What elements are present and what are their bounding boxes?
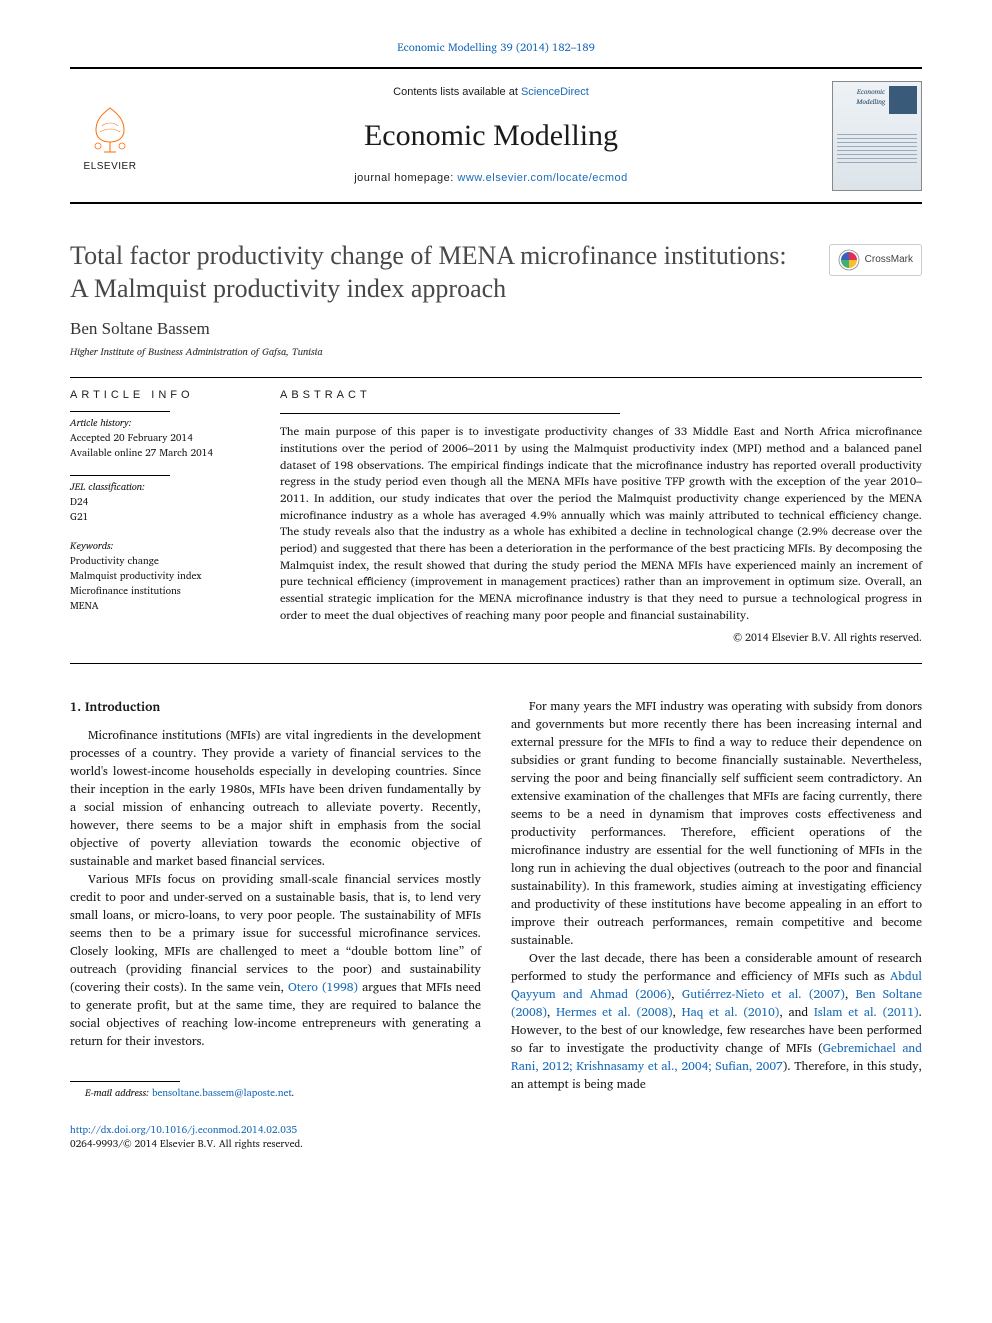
cover-title: Economic Modelling <box>837 88 885 108</box>
author-name: Ben Soltane Bassem <box>70 317 922 341</box>
crossmark-icon <box>838 249 860 271</box>
email-footnote: E-mail address: bensoltane.bassem@lapost… <box>70 1086 481 1101</box>
abstract-text: The main purpose of this paper is to inv… <box>280 424 922 624</box>
journal-cover-thumbnail: Economic Modelling <box>832 81 922 191</box>
abstract-copyright: © 2014 Elsevier B.V. All rights reserved… <box>280 630 922 645</box>
citation-link[interactable]: Hermes et al. (2008) <box>556 1003 673 1022</box>
article-body: 1. Introduction Microfinance institution… <box>70 698 922 1151</box>
homepage-prefix: journal homepage: <box>354 172 457 184</box>
keyword: Malmquist productivity index <box>70 569 258 584</box>
abstract-column: ABSTRACT The main purpose of this paper … <box>280 388 922 645</box>
history-line: Accepted 20 February 2014 <box>70 431 258 446</box>
keyword: Productivity change <box>70 554 258 569</box>
body-left-column: 1. Introduction Microfinance institution… <box>70 698 481 1151</box>
publisher-name: ELSEVIER <box>84 160 137 174</box>
journal-citation-link[interactable]: Economic Modelling 39 (2014) 182–189 <box>397 38 595 56</box>
journal-homepage-link[interactable]: www.elsevier.com/locate/ecmod <box>457 172 627 184</box>
keyword: MENA <box>70 599 258 614</box>
citation-link[interactable]: Islam et al. (2011) <box>814 1003 919 1022</box>
body-right-column: For many years the MFI industry was oper… <box>511 698 922 1151</box>
email-label: E-mail address: <box>85 1085 149 1101</box>
elsevier-logo: ELSEVIER <box>70 77 150 198</box>
contents-prefix: Contents lists available at <box>393 86 521 98</box>
body-paragraph: For many years the MFI industry was oper… <box>511 698 922 950</box>
top-citation: Economic Modelling 39 (2014) 182–189 <box>70 40 922 55</box>
contents-lists-line: Contents lists available at ScienceDirec… <box>150 85 832 100</box>
journal-homepage-line: journal homepage: www.elsevier.com/locat… <box>150 171 832 186</box>
jel-code: G21 <box>70 510 258 525</box>
elsevier-tree-icon <box>82 102 138 158</box>
citation-link[interactable]: Gutiérrez-Nieto et al. (2007) <box>682 985 845 1004</box>
article-info-heading: ARTICLE INFO <box>70 388 258 403</box>
article-title: Total factor productivity change of MENA… <box>70 240 790 305</box>
history-line: Available online 27 March 2014 <box>70 446 258 461</box>
body-paragraph: Various MFIs focus on providing small-sc… <box>70 871 481 1051</box>
abstract-heading: ABSTRACT <box>280 388 922 403</box>
article-info-column: ARTICLE INFO Article history: Accepted 2… <box>70 388 280 645</box>
citation-link[interactable]: Gebremichael and Rani, 2012; Krishnasamy… <box>511 1039 922 1076</box>
article-history-label: Article history: <box>70 416 258 431</box>
jel-code: D24 <box>70 495 258 510</box>
body-paragraph: Over the last decade, there has been a c… <box>511 950 922 1094</box>
author-affiliation: Higher Institute of Business Administrat… <box>70 345 922 359</box>
keywords-label: Keywords: <box>70 539 258 554</box>
section-heading: 1. Introduction <box>70 698 481 717</box>
email-link[interactable]: bensoltane.bassem@laposte.net <box>152 1085 292 1101</box>
body-paragraph: Microfinance institutions (MFIs) are vit… <box>70 727 481 871</box>
journal-title: Economic Modelling <box>150 115 832 157</box>
crossmark-label: CrossMark <box>865 253 913 267</box>
crossmark-badge[interactable]: CrossMark <box>829 244 922 276</box>
citation-link[interactable]: Haq et al. (2010) <box>682 1003 780 1022</box>
issn-copyright: 0264-9993/© 2014 Elsevier B.V. All right… <box>70 1136 303 1152</box>
cover-mini-logo <box>889 86 917 114</box>
jel-label: JEL classification: <box>70 480 258 495</box>
journal-masthead: ELSEVIER Contents lists available at Sci… <box>70 67 922 198</box>
citation-link[interactable]: Otero (1998) <box>288 978 358 997</box>
sciencedirect-link[interactable]: ScienceDirect <box>521 86 589 98</box>
keyword: Microfinance institutions <box>70 584 258 599</box>
